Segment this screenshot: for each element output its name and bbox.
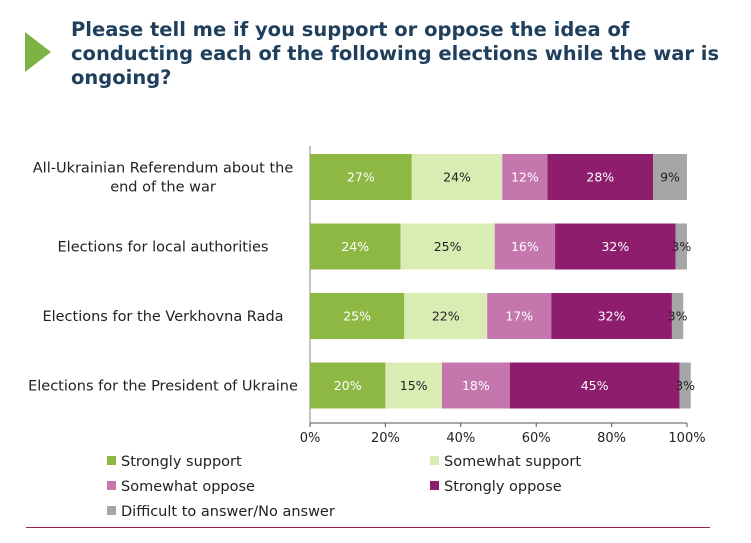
bar-segment bbox=[411, 154, 503, 200]
data-label: 3% bbox=[675, 378, 695, 393]
bar-segment bbox=[675, 223, 687, 270]
data-label: 25% bbox=[343, 309, 371, 324]
page-title: Please tell me if you support or oppose … bbox=[71, 18, 720, 89]
bar-segment bbox=[487, 293, 552, 339]
data-label: 9% bbox=[660, 170, 680, 185]
x-tick-label: 40% bbox=[446, 431, 475, 446]
bar-segment bbox=[555, 223, 676, 270]
legend-label: Strongly support bbox=[121, 454, 242, 470]
footer-divider bbox=[26, 527, 710, 528]
bar-segment bbox=[494, 223, 556, 270]
data-label: 24% bbox=[443, 170, 471, 185]
legend-label: Strongly oppose bbox=[444, 479, 562, 495]
category-label: All-Ukrainian Referendum about the end of… bbox=[33, 161, 294, 196]
bar-segment bbox=[310, 223, 401, 270]
data-label: 32% bbox=[601, 239, 629, 254]
data-label: 3% bbox=[668, 309, 688, 324]
legend-label: Somewhat support bbox=[444, 454, 582, 470]
data-label: 27% bbox=[347, 170, 375, 185]
data-label: 25% bbox=[434, 239, 462, 254]
legend-item: Somewhat oppose bbox=[107, 479, 255, 495]
legend-label: Somewhat oppose bbox=[121, 479, 255, 495]
legend-item: Difficult to answer/No answer bbox=[107, 504, 335, 520]
data-label: 15% bbox=[400, 378, 428, 393]
bar-segment bbox=[400, 223, 495, 270]
legend-item: Somewhat support bbox=[430, 454, 581, 470]
bar-segment bbox=[509, 362, 680, 409]
bar-segment bbox=[385, 362, 442, 409]
data-label: 17% bbox=[505, 309, 533, 324]
category-label: Elections for the President of Ukraine bbox=[28, 379, 298, 395]
x-tick-label: 20% bbox=[371, 431, 400, 446]
legend-item: Strongly support bbox=[107, 454, 242, 470]
stacked-bar-chart: 0% 20% 40% 60% 80% 100% All-Ukrainian Referend… bbox=[28, 146, 706, 446]
bar-segment bbox=[671, 293, 684, 339]
data-label: 18% bbox=[462, 378, 490, 393]
legend-item: Strongly oppose bbox=[430, 479, 562, 495]
bar-segment bbox=[551, 293, 672, 339]
legend-swatch bbox=[430, 481, 439, 490]
bar-segment bbox=[310, 293, 405, 339]
bar-segment bbox=[502, 154, 548, 200]
bar-segment bbox=[310, 362, 386, 409]
data-label: 20% bbox=[334, 378, 362, 393]
bar-segment bbox=[679, 362, 691, 409]
legend-label: Difficult to answer/No answer bbox=[121, 504, 335, 520]
data-label: 24% bbox=[341, 239, 369, 254]
legend-swatch bbox=[107, 456, 116, 465]
data-label: 16% bbox=[511, 239, 539, 254]
x-tick-label: 100% bbox=[668, 431, 705, 446]
legend-swatch bbox=[107, 506, 116, 515]
data-label: 22% bbox=[432, 309, 460, 324]
bar-segment bbox=[547, 154, 654, 200]
data-label: 3% bbox=[671, 239, 691, 254]
x-tick-label: 60% bbox=[522, 431, 551, 446]
legend-swatch bbox=[107, 481, 116, 490]
data-label: 28% bbox=[586, 170, 614, 185]
category-label: Elections for the Verkhovna Rada bbox=[42, 309, 283, 325]
data-label: 45% bbox=[581, 378, 609, 393]
data-label: 12% bbox=[511, 170, 539, 185]
bar-segment bbox=[404, 293, 488, 339]
bar-segment bbox=[653, 154, 687, 200]
arrow-icon bbox=[25, 32, 51, 72]
category-label: Elections for local authorities bbox=[58, 240, 269, 256]
bar-segment bbox=[441, 362, 510, 409]
x-tick-label: 80% bbox=[597, 431, 626, 446]
bar-segment bbox=[310, 154, 412, 200]
data-label: 32% bbox=[598, 309, 626, 324]
x-tick-label: 0% bbox=[300, 431, 321, 446]
legend-swatch bbox=[430, 456, 439, 465]
